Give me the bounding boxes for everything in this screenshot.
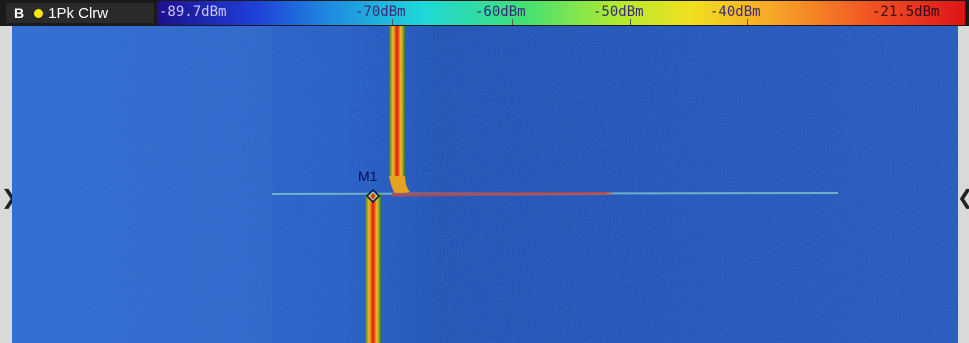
spectrogram-image [12,26,958,343]
trace-dot-icon [34,8,44,18]
window-header: B 1Pk Clrw -89.7dBm -70dBm -60dBm -50dBm… [0,0,969,26]
color-scale-bar: -89.7dBm -70dBm -60dBm -50dBm -40dBm -21… [157,1,965,25]
right-frame [958,26,969,343]
marker-m1-label[interactable]: M1 [358,168,378,184]
colorbar-min-label: -89.7dBm [159,4,227,20]
colorbar-max-label: -21.5dBm [872,4,940,20]
window-id: B [14,5,25,21]
chevron-left-icon[interactable]: ❮ [957,185,969,209]
colorbar-label: -40dBm [710,4,761,20]
colorbar-tick [747,19,748,25]
trace-name: 1Pk Clrw [48,4,109,22]
colorbar-label: -70dBm [355,4,406,20]
left-frame [0,26,12,343]
trace-label[interactable]: B 1Pk Clrw [6,3,154,23]
colorbar-tick [630,19,631,25]
colorbar-label: -50dBm [593,4,644,20]
spectrogram-plot[interactable] [12,26,958,343]
colorbar-tick [392,19,393,25]
colorbar-label: -60dBm [475,4,526,20]
colorbar-tick [512,19,513,25]
